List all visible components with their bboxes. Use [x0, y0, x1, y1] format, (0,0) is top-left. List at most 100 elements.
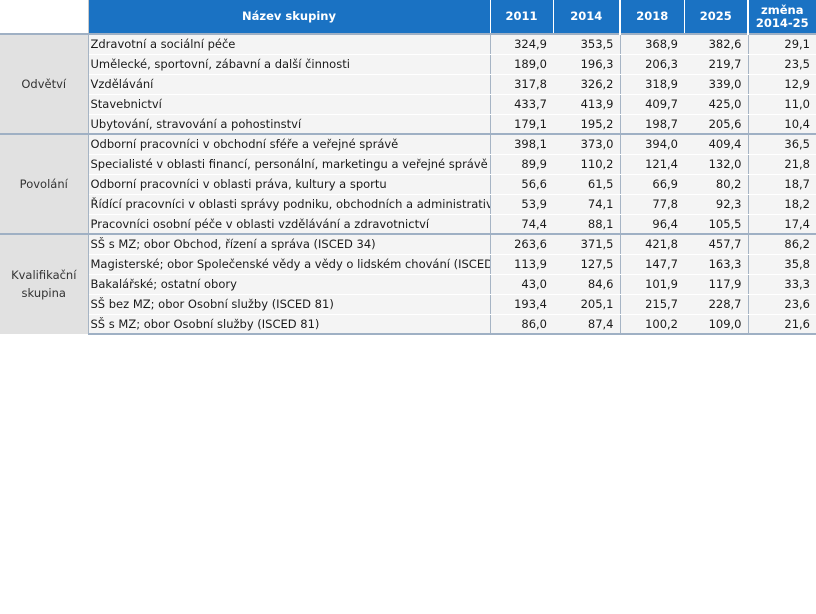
header-2018: 2018 [620, 0, 685, 34]
table-row: Odborní pracovníci v oblasti práva, kult… [0, 174, 816, 195]
table-row: Pracovníci osobní péče v oblasti vzděláv… [0, 214, 816, 235]
table-row: SŠ bez MZ; obor Osobní služby (ISCED 81)… [0, 294, 816, 315]
table-row: Vzdělávání 317,8 326,2 318,9 339,0 12,9 [0, 74, 816, 95]
cell-change: 10,4 [748, 114, 816, 135]
group-label: Povolání [0, 133, 89, 235]
cell-2025: 132,0 [684, 154, 749, 175]
cell-2018: 147,7 [620, 254, 684, 275]
cell-change: 18,7 [748, 174, 816, 195]
table-row: Ubytování, stravování a pohostinství 179… [0, 114, 816, 135]
cell-2014: 61,5 [553, 174, 621, 195]
cell-2014: 74,1 [553, 194, 621, 215]
cell-2025: 80,2 [684, 174, 749, 195]
cell-change: 35,8 [748, 254, 816, 275]
header-change-line2: 2014-25 [755, 15, 809, 30]
cell-change: 36,5 [748, 133, 816, 155]
row-name: Odborní pracovníci v obchodní sféře a ve… [88, 133, 491, 155]
row-name: SŠ s MZ; obor Osobní služby (ISCED 81) [88, 314, 491, 335]
cell-2018: 421,8 [620, 233, 684, 255]
cell-2011: 89,9 [490, 154, 553, 175]
table-row: SŠ s MZ; obor Osobní služby (ISCED 81) 8… [0, 314, 816, 335]
cell-2014: 205,1 [553, 294, 621, 315]
row-name: Vzdělávání [88, 74, 491, 95]
cell-2011: 86,0 [490, 314, 553, 335]
cell-2014: 110,2 [553, 154, 621, 175]
table-row: Umělecké, sportovní, zábavní a další čin… [0, 54, 816, 75]
table-row: Bakalářské; ostatní obory 43,0 84,6 101,… [0, 274, 816, 295]
row-name: Odborní pracovníci v oblasti práva, kult… [88, 174, 491, 195]
cell-2011: 398,1 [490, 133, 553, 155]
cell-2018: 215,7 [620, 294, 684, 315]
cell-2018: 368,9 [620, 33, 684, 55]
row-name: Zdravotní a sociální péče [88, 33, 491, 55]
cell-2025: 117,9 [684, 274, 749, 295]
header-blank [0, 0, 89, 34]
cell-2018: 100,2 [620, 314, 684, 335]
cell-2011: 189,0 [490, 54, 553, 75]
cell-2014: 127,5 [553, 254, 621, 275]
row-name: Ubytování, stravování a pohostinství [88, 114, 491, 135]
cell-2025: 105,5 [684, 214, 749, 235]
cell-2018: 198,7 [620, 114, 684, 135]
cell-change: 17,4 [748, 214, 816, 235]
cell-2025: 228,7 [684, 294, 749, 315]
cell-2011: 179,1 [490, 114, 553, 135]
header-name: Název skupiny [88, 0, 491, 34]
cell-change: 21,6 [748, 314, 816, 335]
data-table: Název skupiny 2011 2014 2018 2025 změna 2… [0, 0, 816, 335]
cell-change: 12,9 [748, 74, 816, 95]
cell-2018: 318,9 [620, 74, 684, 95]
cell-2014: 353,5 [553, 33, 621, 55]
cell-change: 21,8 [748, 154, 816, 175]
row-name: SŠ s MZ; obor Obchod, řízení a správa (I… [88, 233, 491, 255]
cell-2011: 113,9 [490, 254, 553, 275]
row-name: Specialisté v oblasti financí, personáln… [88, 154, 491, 175]
row-name: Umělecké, sportovní, zábavní a další čin… [88, 54, 491, 75]
cell-2014: 195,2 [553, 114, 621, 135]
cell-2011: 263,6 [490, 233, 553, 255]
cell-2011: 53,9 [490, 194, 553, 215]
cell-2025: 109,0 [684, 314, 749, 335]
group-label: Odvětví [0, 33, 89, 135]
table-row: Odvětví Zdravotní a sociální péče 324,9 … [0, 33, 816, 135]
cell-2014: 84,6 [553, 274, 621, 295]
cell-2018: 409,7 [620, 94, 684, 115]
cell-2025: 219,7 [684, 54, 749, 75]
cell-2014: 371,5 [553, 233, 621, 255]
cell-2011: 43,0 [490, 274, 553, 295]
cell-2011: 433,7 [490, 94, 553, 115]
header-change-line1: změna [761, 2, 804, 17]
cell-2014: 373,0 [553, 133, 621, 155]
cell-2014: 87,4 [553, 314, 621, 335]
row-name: SŠ bez MZ; obor Osobní služby (ISCED 81) [88, 294, 491, 315]
table-row: Magisterské; obor Společenské vědy a věd… [0, 254, 816, 275]
header-row: Název skupiny 2011 2014 2018 2025 změna 2… [0, 0, 816, 34]
header-change: změna 2014-25 [748, 0, 816, 34]
cell-2025: 205,6 [684, 114, 749, 135]
cell-change: 18,2 [748, 194, 816, 215]
table-row: Řídící pracovníci v oblasti správy podni… [0, 194, 816, 215]
cell-2014: 326,2 [553, 74, 621, 95]
group-label: Kvalifikační skupina [0, 233, 89, 335]
cell-change: 11,0 [748, 94, 816, 115]
cell-2018: 121,4 [620, 154, 684, 175]
cell-2011: 324,9 [490, 33, 553, 55]
cell-2025: 92,3 [684, 194, 749, 215]
cell-change: 29,1 [748, 33, 816, 55]
row-name: Bakalářské; ostatní obory [88, 274, 491, 295]
table-row: Specialisté v oblasti financí, personáln… [0, 154, 816, 175]
cell-change: 23,5 [748, 54, 816, 75]
cell-2025: 409,4 [684, 133, 749, 155]
cell-2018: 66,9 [620, 174, 684, 195]
header-2014: 2014 [553, 0, 621, 34]
cell-2018: 101,9 [620, 274, 684, 295]
row-name: Pracovníci osobní péče v oblasti vzděláv… [88, 214, 491, 235]
cell-change: 33,3 [748, 274, 816, 295]
table-body: Odvětví Zdravotní a sociální péče 324,9 … [0, 33, 816, 335]
cell-change: 86,2 [748, 233, 816, 255]
table-row: Povolání Odborní pracovníci v obchodní s… [0, 133, 816, 235]
table-row: Stavebnictví 433,7 413,9 409,7 425,0 11,… [0, 94, 816, 115]
cell-2011: 56,6 [490, 174, 553, 195]
cell-2018: 206,3 [620, 54, 684, 75]
cell-2018: 77,8 [620, 194, 684, 215]
